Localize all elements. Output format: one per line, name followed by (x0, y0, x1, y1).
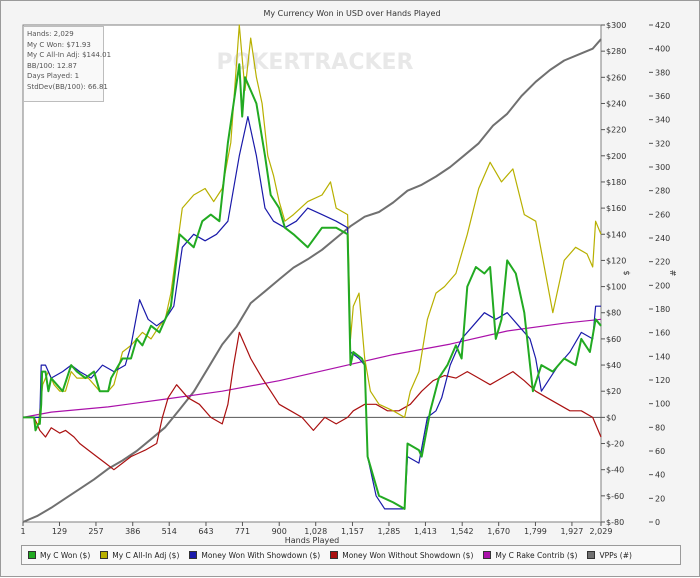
y-tick-label: $240 (606, 99, 626, 108)
y-tick-label: $20 (606, 387, 621, 396)
stat-bb100: BB/100: 12.87 (27, 61, 77, 70)
x-tick-label: 771 (235, 527, 250, 536)
x-axis-label: Hands Played (285, 536, 339, 545)
y2-tick-label: 20 (655, 494, 665, 503)
legend-label: Money Won With Showdown ($) (201, 550, 321, 560)
y-tick-label: $80 (606, 309, 621, 318)
y2-tick-label: 120 (655, 376, 670, 385)
legend-item-all-in-adj[interactable]: My C All-In Adj ($) (100, 551, 179, 560)
y2-tick-label: 400 (655, 45, 670, 54)
x-tick-label: 129 (52, 527, 67, 536)
x-tick-label: 1,542 (451, 527, 474, 536)
stat-my-c-won: My C Won: $71.93 (27, 40, 91, 49)
y-tick-label: $300 (606, 21, 626, 30)
legend-item-my-c-won[interactable]: My C Won ($) (28, 551, 90, 560)
stat-days-played: Days Played: 1 (27, 72, 80, 80)
x-tick-label: 1,670 (487, 527, 510, 536)
y2-tick-label: 360 (655, 92, 670, 101)
series-without-showdown (23, 331, 602, 471)
y2-tick-label: 100 (655, 400, 670, 409)
legend-item-rake[interactable]: My C Rake Contrib ($) (483, 551, 577, 560)
y-tick-label: $0 (606, 413, 616, 422)
y-tick-label: $-40 (606, 466, 624, 475)
legend-label: Money Won Without Showdown ($) (342, 550, 474, 560)
y2-tick-label: 280 (655, 187, 670, 196)
x-tick-label: 514 (162, 527, 177, 536)
x-tick-label: 2,029 (590, 527, 613, 536)
x-tick-label: 1,799 (524, 527, 547, 536)
y-tick-label: $-60 (606, 492, 624, 501)
y-tick-label: $140 (606, 230, 626, 239)
y2-tick-label: 320 (655, 139, 670, 148)
y2-tick-label: 380 (655, 68, 670, 77)
legend-swatch (483, 551, 492, 559)
y-tick-label: $180 (606, 178, 626, 187)
y-tick-label: $260 (606, 73, 626, 82)
x-tick-label: 643 (198, 527, 213, 536)
y2-tick-label: 200 (655, 281, 670, 290)
y2-tick-label: 60 (655, 447, 665, 456)
legend-item-without-showdown[interactable]: Money Won Without Showdown ($) (330, 551, 473, 560)
y-tick-label: $40 (606, 361, 621, 370)
stats-box: Hands: 2,029 My C Won: $71.93 My C All-I… (23, 26, 112, 102)
x-tick-label: 1,157 (341, 527, 364, 536)
y-tick-label: $160 (606, 204, 626, 213)
y-tick-label: $-80 (606, 518, 624, 527)
x-tick-label: 386 (125, 527, 140, 536)
legend-item-vpps[interactable]: VPPs (#) (587, 550, 632, 560)
plot-area (22, 24, 602, 523)
legend-swatch (330, 551, 339, 559)
legend-label: My C Rake Contrib ($) (495, 550, 578, 560)
y2-tick-label: 300 (655, 163, 670, 172)
x-tick-label: 1,927 (560, 527, 583, 536)
y-tick-label: $200 (606, 152, 626, 161)
y2-tick-label: 340 (655, 116, 670, 125)
stat-hands: Hands: 2,029 (27, 30, 74, 38)
watermark: POKERTRACKER (217, 50, 414, 75)
chart-title: My Currency Won in USD over Hands Played (263, 9, 440, 18)
y2-tick-label: 420 (655, 21, 670, 30)
y2-tick-label: 140 (655, 352, 670, 361)
y-tick-label: $120 (606, 256, 626, 265)
legend-label: My C All-In Adj ($) (112, 550, 180, 560)
x-tick-label: 1 (20, 527, 25, 536)
y2-tick-label: 160 (655, 329, 670, 338)
legend-label: My C Won ($) (40, 550, 91, 560)
x-tick-label: 1,285 (377, 527, 400, 536)
y2-tick-label: 40 (655, 471, 665, 480)
series-my-c-won (23, 63, 602, 510)
y2-tick-label: 0 (655, 518, 660, 527)
series-all-in-adj (23, 24, 602, 425)
stat-stddev: StdDev(BB/100): 66.81 (27, 82, 108, 91)
legend-swatch (28, 551, 36, 559)
y2-tick-label: 80 (655, 423, 665, 432)
y-tick-label: $100 (606, 283, 626, 292)
y2-tick-label: 220 (655, 258, 670, 267)
y-tick-label: $220 (606, 126, 626, 135)
y2-tick-label: 180 (655, 305, 670, 314)
y2-tick-label: 260 (655, 210, 670, 219)
series-rake-contrib (22, 318, 602, 418)
y2-tick-label: 240 (655, 234, 670, 243)
y-tick-label: $280 (606, 47, 626, 56)
series-with-showdown (23, 115, 601, 510)
y2-axis-label: # (669, 269, 678, 276)
legend-label: VPPs (#) (599, 550, 632, 560)
legend-swatch (189, 551, 198, 559)
x-tick-label: 900 (272, 527, 287, 536)
legend: My C Won ($) My C All-In Adj ($) Money W… (21, 545, 681, 565)
y-tick-label: $60 (606, 335, 621, 344)
x-tick-label: 1,028 (304, 527, 327, 536)
stat-all-in-adj: My C All-In Adj: $144.01 (27, 51, 112, 59)
legend-item-with-showdown[interactable]: Money Won With Showdown ($) (189, 551, 320, 560)
x-tick-label: 257 (88, 527, 103, 536)
y-tick-label: $-20 (606, 440, 624, 449)
y-axis-label: $ (622, 270, 631, 275)
legend-swatch (587, 551, 596, 559)
legend-swatch (100, 551, 109, 559)
series-vpps (22, 38, 602, 523)
x-tick-label: 1,413 (414, 527, 437, 536)
